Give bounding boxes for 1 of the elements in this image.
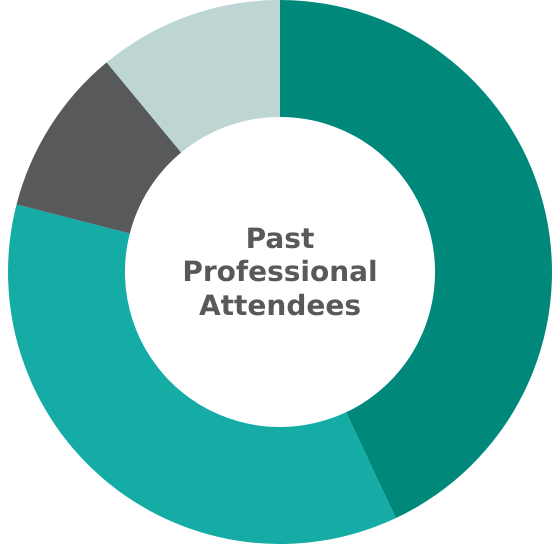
text: Past Professional Attendees — [181, 220, 379, 324]
